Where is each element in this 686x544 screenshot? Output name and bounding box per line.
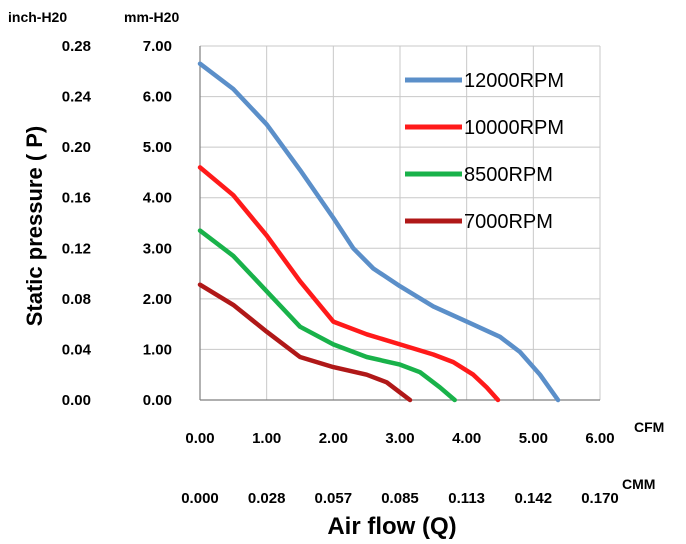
y-axis-title: Static pressure ( P) [22, 126, 47, 327]
y-unit-primary: mm-H20 [124, 9, 179, 25]
y-unit-secondary: inch-H20 [8, 9, 67, 25]
y-tick-label-secondary: 0.12 [62, 240, 91, 257]
y-tick-label-secondary: 0.24 [62, 89, 92, 106]
legend-label: 10000RPM [464, 117, 564, 139]
x-tick-label-secondary: 0.113 [448, 490, 485, 507]
legend-label: 7000RPM [464, 211, 553, 233]
y-tick-label: 1.00 [143, 341, 172, 358]
x-tick-label: 2.00 [319, 430, 348, 447]
series-line-8500rpm [197, 228, 457, 403]
x-tick-label: 5.00 [519, 430, 548, 447]
y-tick-label-secondary: 0.08 [62, 291, 91, 308]
x-tick-label-secondary: 0.028 [248, 490, 286, 507]
x-tick-label: 1.00 [252, 430, 281, 447]
series-lines [197, 61, 561, 403]
y-tick-label-secondary: 0.00 [62, 392, 91, 409]
x-tick-label-secondary: 0.057 [315, 490, 353, 507]
x-tick-label: 4.00 [452, 430, 481, 447]
y-tick-label: 4.00 [143, 190, 172, 207]
legend-label: 8500RPM [464, 164, 553, 186]
series-line-7000rpm [197, 282, 413, 403]
x-tick-label-secondary: 0.142 [515, 490, 553, 507]
y-tick-label-secondary: 0.16 [62, 190, 91, 207]
y-tick-label: 6.00 [143, 89, 172, 106]
x-tick-label: 3.00 [385, 430, 414, 447]
y-tick-label: 3.00 [143, 240, 172, 257]
y-tick-label-secondary: 0.20 [62, 139, 91, 156]
x-tick-label: 0.00 [185, 430, 214, 447]
y-tick-label: 5.00 [143, 139, 172, 156]
legend-label: 12000RPM [464, 70, 564, 92]
series-line-10000rpm [197, 165, 501, 403]
tick-labels: 0.00 1.00 2.00 3.00 4.00 5.00 6.00 7.00 0.00 0.04… [62, 38, 619, 507]
y-tick-label-secondary: 0.28 [62, 38, 91, 55]
y-tick-label: 0.00 [143, 392, 172, 409]
series-line-12000rpm [197, 61, 561, 403]
x-axis-title: Air flow (Q) [327, 513, 456, 540]
grid-lines [199, 45, 601, 401]
y-tick-label: 7.00 [143, 38, 172, 55]
x-tick-label-secondary: 0.085 [381, 490, 419, 507]
x-tick-label-secondary: 0.000 [181, 490, 219, 507]
legend: 12000RPM 10000RPM 8500RPM 7000RPM [405, 70, 564, 233]
x-tick-label: 6.00 [585, 430, 614, 447]
x-tick-label-secondary: 0.170 [581, 490, 619, 507]
x-unit-primary: CFM [634, 419, 664, 435]
y-tick-label: 2.00 [143, 291, 172, 308]
y-tick-label-secondary: 0.04 [62, 341, 92, 358]
x-unit-secondary: CMM [622, 476, 655, 492]
